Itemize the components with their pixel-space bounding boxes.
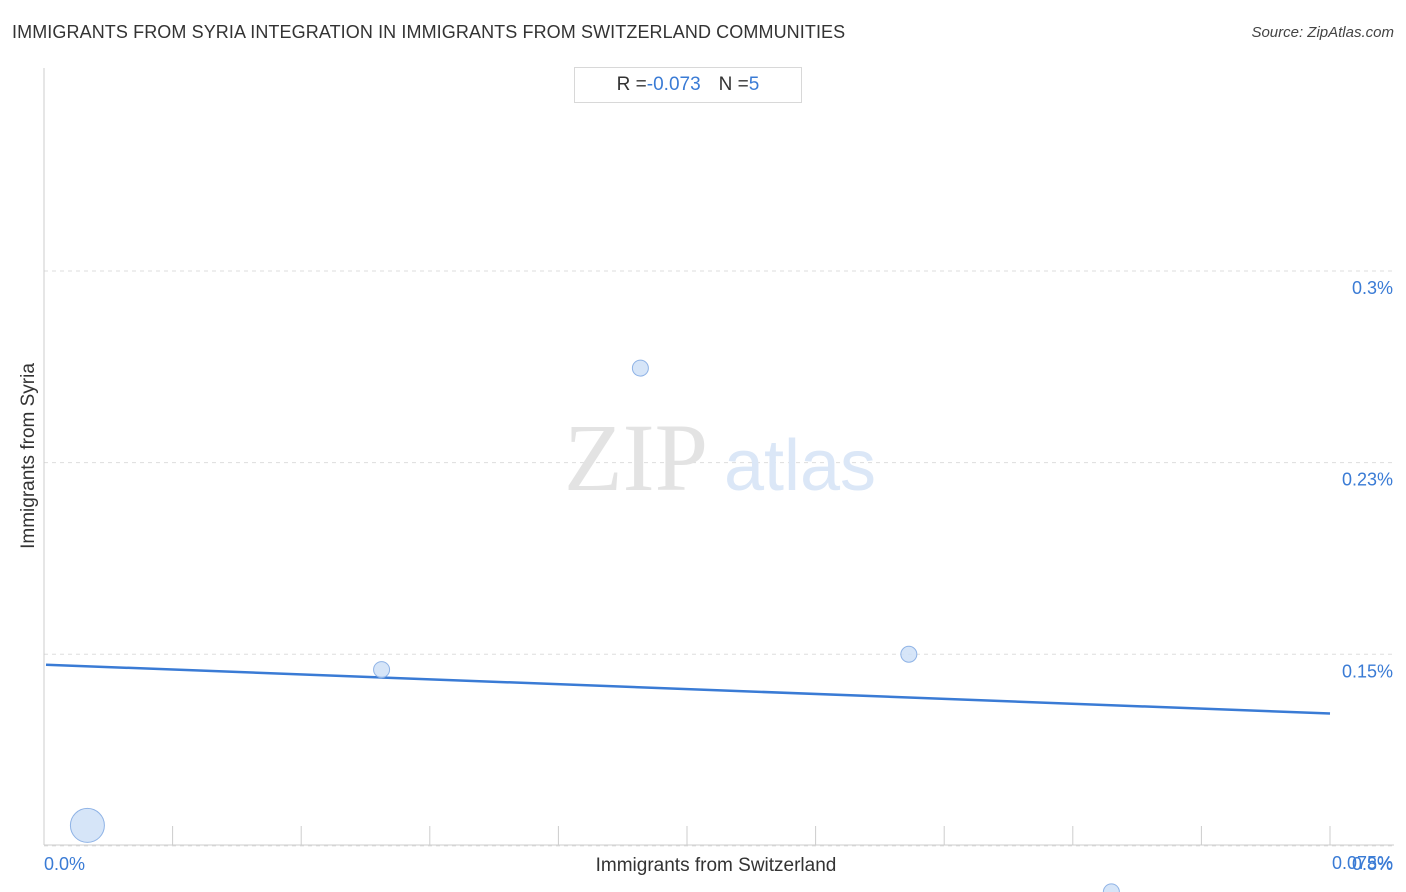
- correlation-stats-box: R = -0.073 N = 5: [574, 67, 802, 103]
- data-point: [373, 661, 391, 679]
- chart-title: IMMIGRANTS FROM SYRIA INTEGRATION IN IMM…: [12, 22, 846, 42]
- axes-layer: [43, 68, 1394, 846]
- y-tick-label: 0.23%: [1342, 470, 1393, 490]
- x-tick-label: 0.8%: [1352, 854, 1393, 874]
- n-label: N =: [718, 74, 749, 95]
- tick-labels-layer: 0.3% 0.23% 0.15% 0.075% 0.0% 0.8%: [44, 278, 1393, 874]
- r-value: -0.073: [646, 74, 701, 95]
- data-point: [631, 359, 649, 377]
- trendline: [45, 663, 1331, 715]
- data-point: [1102, 883, 1120, 892]
- source-label: Source: ZipAtlas.com: [1251, 24, 1394, 41]
- data-point: [69, 807, 105, 843]
- watermark-atlas: atlas: [724, 426, 876, 506]
- n-value: 5: [748, 74, 760, 95]
- watermark-zip: ZIP: [564, 404, 708, 511]
- grid-layer: [44, 270, 1394, 847]
- x-axis-label: Immigrants from Switzerland: [596, 855, 837, 876]
- y-tick-label: 0.15%: [1342, 661, 1393, 681]
- trendline-layer: [45, 663, 1331, 715]
- watermark: ZIP atlas: [564, 404, 876, 511]
- x-tick-label: 0.0%: [44, 854, 85, 874]
- y-tick-label: 0.3%: [1352, 278, 1393, 298]
- y-axis-label: Immigrants from Syria: [18, 363, 39, 549]
- data-point: [900, 645, 918, 663]
- y-tick-label: 0.075%: [1332, 853, 1393, 873]
- r-label: R =: [616, 74, 647, 95]
- points-layer: [69, 359, 1120, 892]
